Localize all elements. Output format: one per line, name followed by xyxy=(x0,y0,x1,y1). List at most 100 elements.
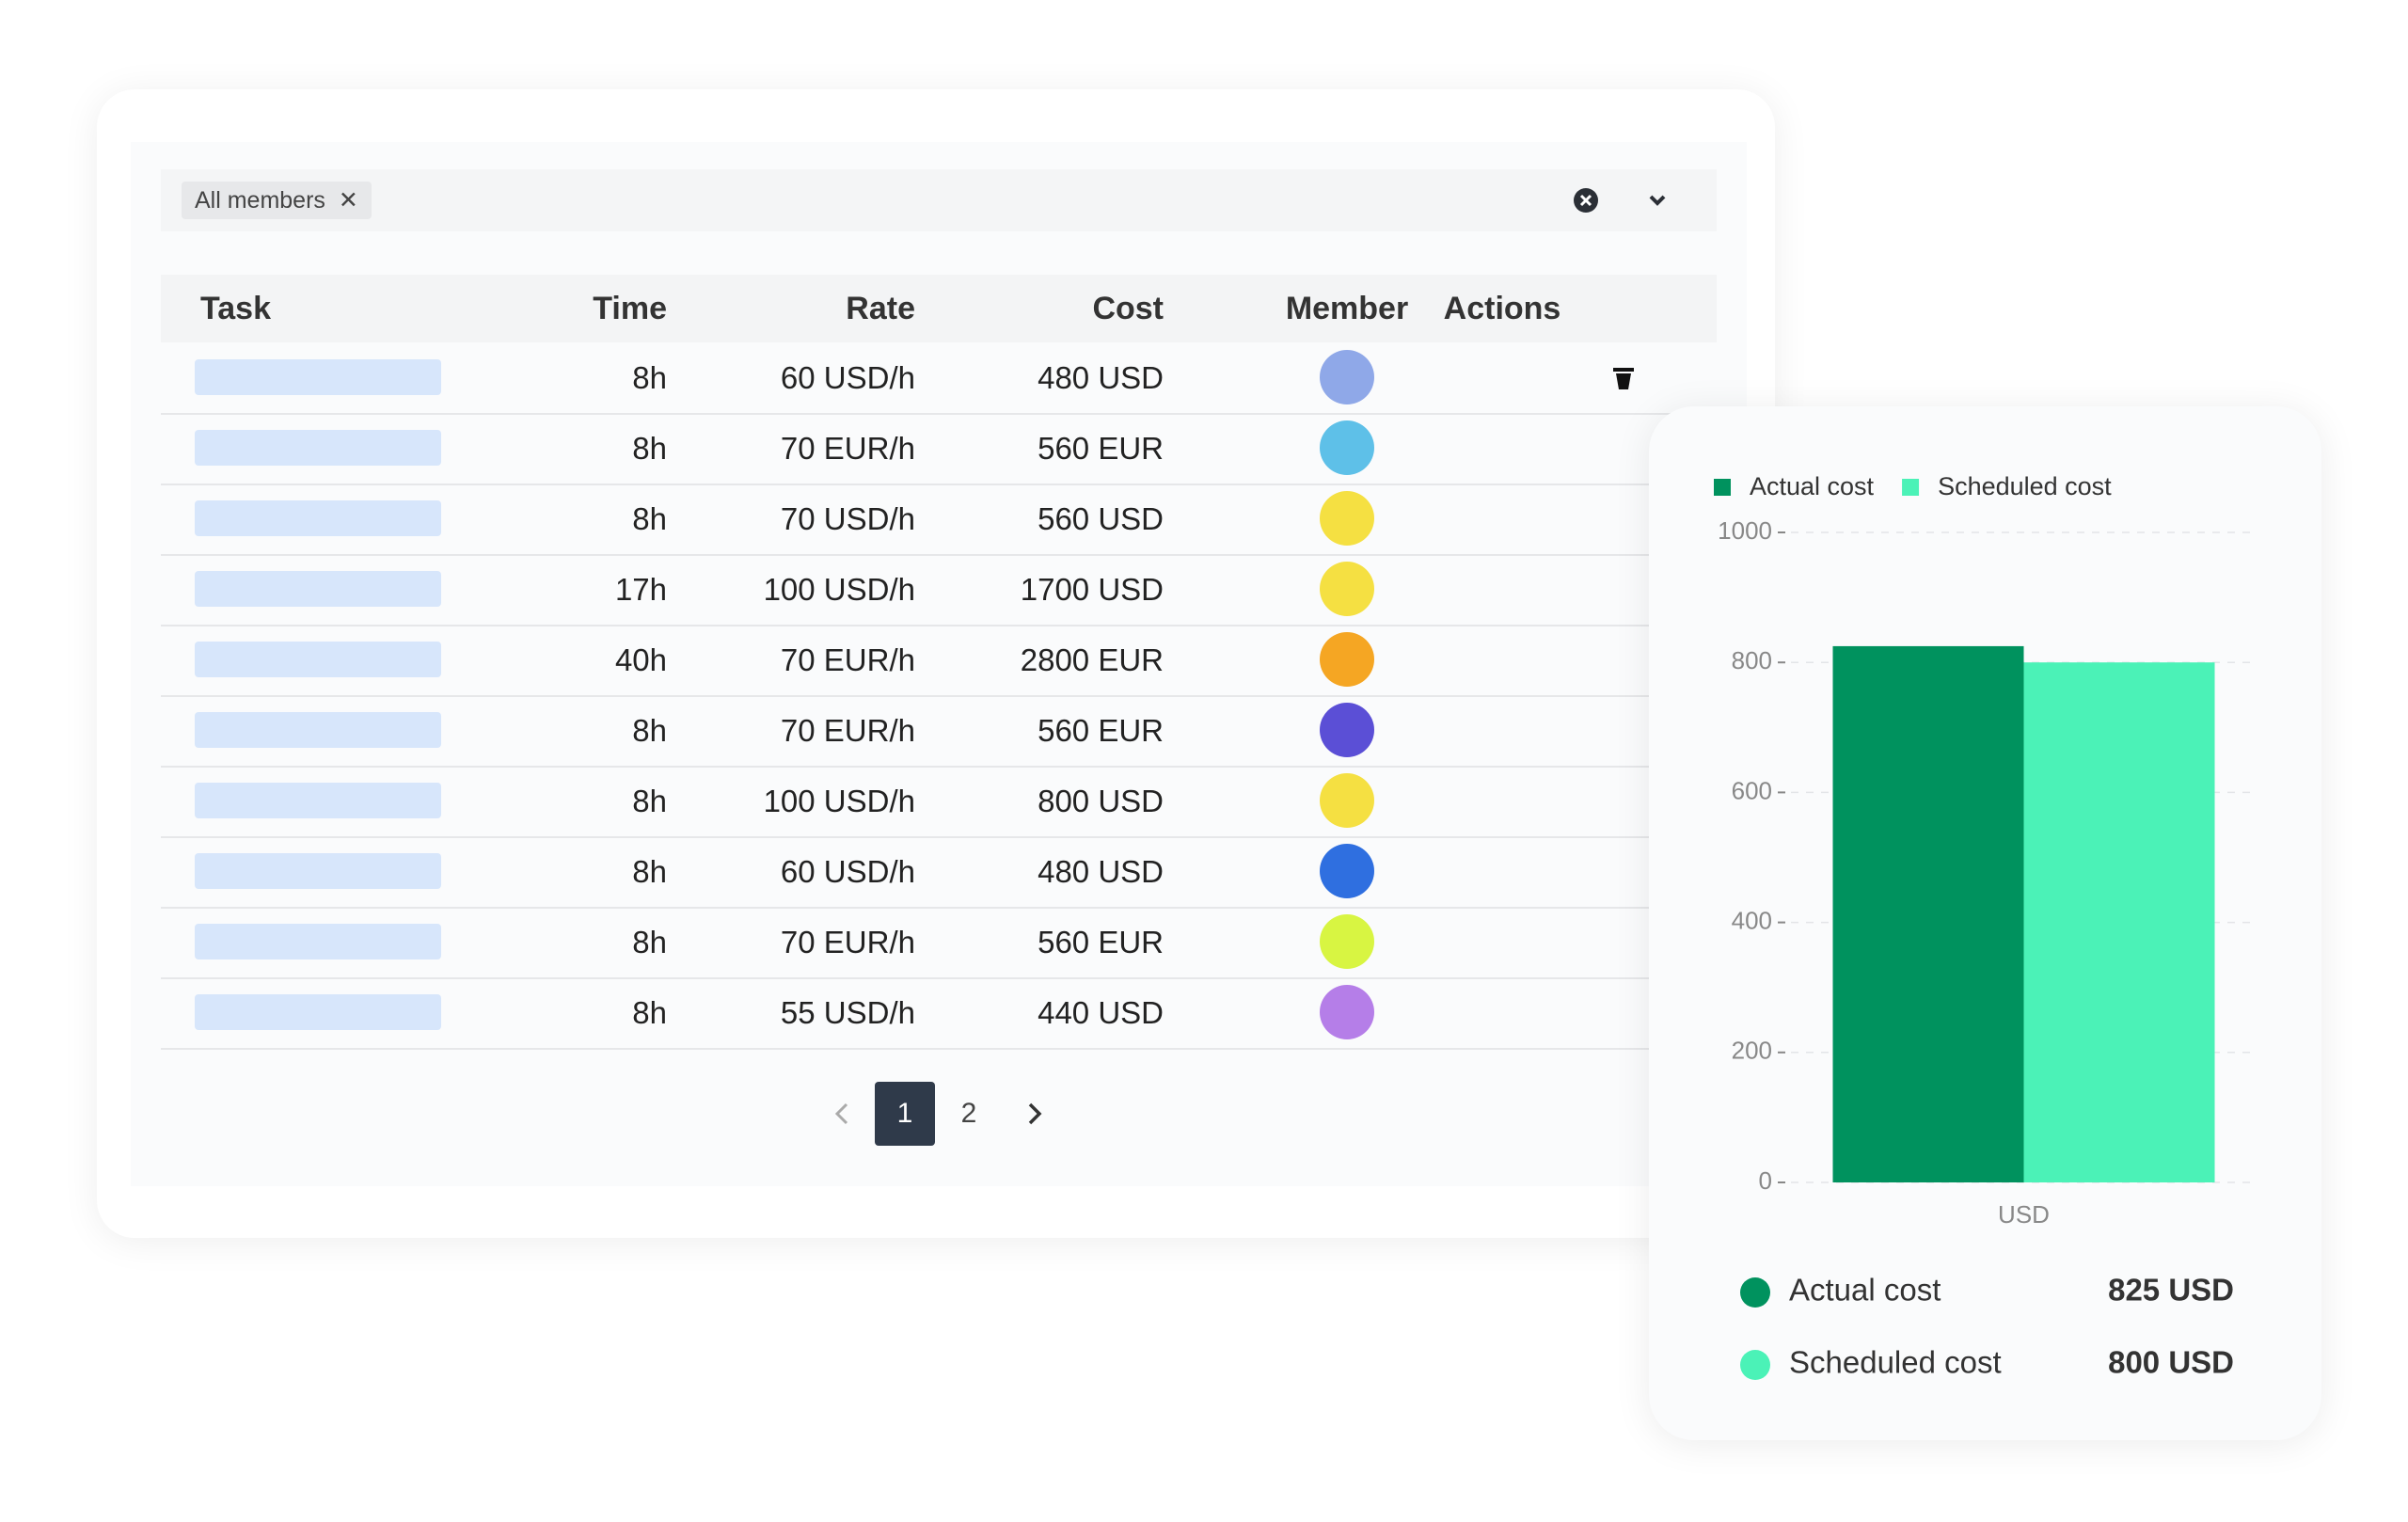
bar xyxy=(2023,662,2215,1182)
table-row: 8h 70 EUR/h 560 EUR xyxy=(161,907,1717,979)
legend-swatch xyxy=(1714,479,1731,496)
page-button[interactable]: 1 xyxy=(875,1082,935,1146)
task-placeholder xyxy=(195,500,441,536)
y-tick-label: 200 xyxy=(1732,1037,1772,1065)
table-cell: 40h xyxy=(614,642,667,677)
table-cell: 480 USD xyxy=(1038,854,1164,889)
table-cell: 560 USD xyxy=(1038,501,1164,536)
table-cell: 560 EUR xyxy=(1038,925,1164,959)
table-row: 8h 60 USD/h 480 USD xyxy=(161,836,1717,909)
task-placeholder xyxy=(195,571,441,607)
member-avatar xyxy=(1320,985,1374,1039)
table-cell: 55 USD/h xyxy=(780,995,915,1030)
table-cell: 60 USD/h xyxy=(780,360,915,395)
chip-label: All members xyxy=(195,187,325,214)
bar xyxy=(1832,645,2024,1182)
y-tick-label: 600 xyxy=(1732,776,1772,804)
member-avatar xyxy=(1320,491,1374,546)
task-placeholder xyxy=(195,642,441,677)
column-header: Cost xyxy=(1092,291,1164,326)
delete-button[interactable] xyxy=(1610,365,1637,391)
member-avatar xyxy=(1320,773,1374,828)
chart-card: 0 200 400 600 800 1000 Actual cost Scheduled co… xyxy=(1649,406,2321,1440)
member-avatar xyxy=(1320,703,1374,757)
column-header: Member xyxy=(1285,291,1409,326)
column-header: Rate xyxy=(846,291,915,326)
table-cell: 560 EUR xyxy=(1038,431,1164,466)
task-placeholder xyxy=(195,783,441,818)
task-placeholder xyxy=(195,430,441,466)
filter-chip: All members ✕ xyxy=(182,182,372,219)
table-cell: 8h xyxy=(632,925,667,959)
table-cell: 70 EUR/h xyxy=(780,642,915,677)
next-page[interactable] xyxy=(1021,1101,1047,1127)
table-cell: 8h xyxy=(632,360,667,395)
member-avatar xyxy=(1320,632,1374,687)
table-cell: 60 USD/h xyxy=(780,854,915,889)
table-cell: 8h xyxy=(632,431,667,466)
table-row: 17h 100 USD/h 1700 USD xyxy=(161,554,1717,626)
summary-dot xyxy=(1740,1350,1770,1380)
task-placeholder xyxy=(195,924,441,959)
table-cell: 100 USD/h xyxy=(763,784,915,818)
table-cell: 70 USD/h xyxy=(780,501,915,536)
task-placeholder xyxy=(195,994,441,1030)
member-avatar xyxy=(1320,350,1374,404)
legend-label: Scheduled cost xyxy=(1938,472,2112,500)
task-placeholder xyxy=(195,853,441,889)
table-cell: 8h xyxy=(632,995,667,1030)
table-cell: 480 USD xyxy=(1038,360,1164,395)
table-cell: 70 EUR/h xyxy=(780,925,915,959)
table-cell: 1700 USD xyxy=(1020,572,1164,607)
table-cell: 800 USD xyxy=(1038,784,1164,818)
legend-label: Actual cost xyxy=(1750,472,1875,500)
table-cell: 440 USD xyxy=(1038,995,1164,1030)
summary-value: 800 USD xyxy=(2108,1345,2234,1380)
member-avatar xyxy=(1320,914,1374,969)
table-row: 8h 60 USD/h 480 USD xyxy=(161,342,1717,415)
table-cell: 70 EUR/h xyxy=(780,431,915,466)
column-header: Actions xyxy=(1443,291,1561,326)
summary-dot xyxy=(1740,1277,1770,1308)
table-cell: 100 USD/h xyxy=(763,572,915,607)
member-avatar xyxy=(1320,562,1374,616)
cost-chart: 0 200 400 600 800 1000 Actual cost Scheduled co… xyxy=(1714,472,2257,1380)
table-cell: 8h xyxy=(632,784,667,818)
table-cell: 2800 EUR xyxy=(1020,642,1164,677)
y-tick-label: 1000 xyxy=(1718,516,1772,545)
y-tick-label: 800 xyxy=(1732,646,1772,674)
chip-remove[interactable]: ✕ xyxy=(338,187,358,214)
table-cell: 70 EUR/h xyxy=(780,713,915,748)
table-cell: 8h xyxy=(632,854,667,889)
dropdown-button[interactable] xyxy=(1643,186,1671,214)
task-placeholder xyxy=(195,712,441,748)
table-cell: 17h xyxy=(614,572,667,607)
table-row: 8h 55 USD/h 440 USD xyxy=(161,977,1717,1050)
table-row: 40h 70 EUR/h 2800 EUR xyxy=(161,625,1717,697)
table-row: 8h 70 EUR/h 560 EUR xyxy=(161,695,1717,768)
table-row: 8h 70 EUR/h 560 EUR xyxy=(161,413,1717,485)
column-header: Task xyxy=(200,291,271,326)
summary-label: Actual cost xyxy=(1789,1273,1941,1308)
page-button[interactable]: 2 xyxy=(960,1098,977,1129)
table-cell: 8h xyxy=(632,501,667,536)
clear-button[interactable] xyxy=(1572,186,1600,214)
x-tick-label: USD xyxy=(1998,1200,2050,1229)
legend-swatch xyxy=(1902,479,1920,496)
table-cell: 560 EUR xyxy=(1038,713,1164,748)
prev-page[interactable] xyxy=(830,1101,856,1127)
member-avatar xyxy=(1320,420,1374,475)
summary-label: Scheduled cost xyxy=(1789,1345,2002,1380)
y-tick-label: 400 xyxy=(1732,906,1772,934)
member-avatar xyxy=(1320,844,1374,898)
summary-value: 825 USD xyxy=(2108,1273,2234,1308)
table-cell: 8h xyxy=(632,713,667,748)
table-row: 8h 100 USD/h 800 USD xyxy=(161,766,1717,838)
table-row: 8h 70 USD/h 560 USD xyxy=(161,484,1717,556)
table-header: Task Time Rate Cost Member Actions xyxy=(161,275,1717,342)
column-header: Time xyxy=(593,291,667,326)
member-filter[interactable]: All members ✕ xyxy=(161,169,1717,231)
task-placeholder xyxy=(195,359,441,395)
y-tick-label: 0 xyxy=(1759,1166,1772,1195)
